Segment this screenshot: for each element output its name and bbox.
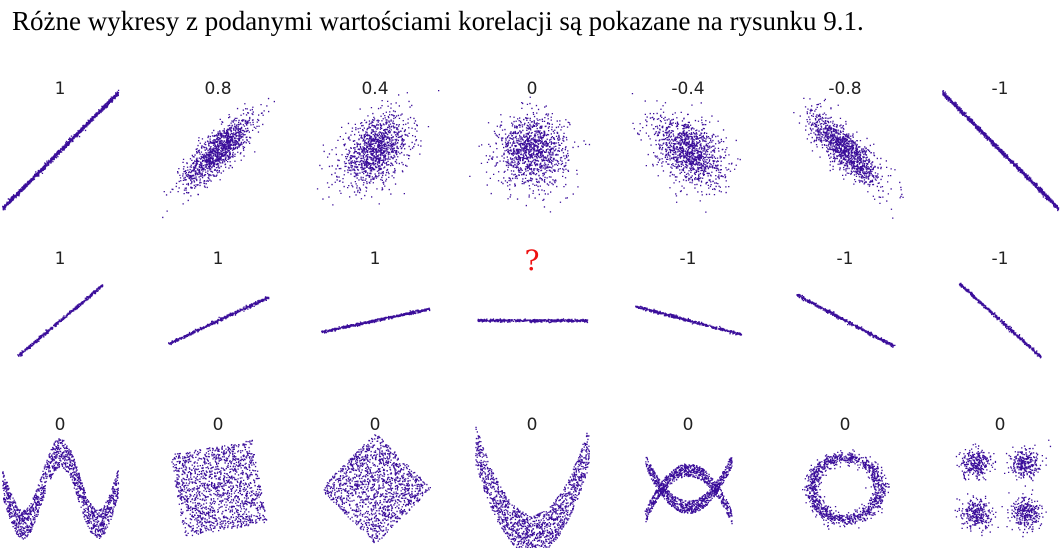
- scatter-points: [644, 456, 733, 525]
- scatter-points: [635, 305, 743, 336]
- panel-nonlinear-5: 0: [644, 415, 733, 525]
- panel-label: -0.8: [828, 79, 861, 99]
- scatter-points: [954, 439, 1052, 538]
- panel-label: 0: [527, 79, 538, 99]
- panel-label: 0: [683, 415, 694, 435]
- panel-nonlinear-4: 0: [475, 415, 590, 548]
- scatter-points: [171, 439, 268, 537]
- panel-slopes-6: -1: [796, 249, 896, 348]
- scatter-points: [469, 96, 591, 213]
- scatter-points: [475, 426, 590, 548]
- scatter-points: [323, 434, 431, 544]
- scatter-points: [2, 438, 120, 540]
- scatter-points: [162, 97, 275, 219]
- scatter-points: [168, 296, 270, 346]
- panel-label: 0: [527, 415, 538, 435]
- panel-nonlinear-1: 0: [2, 415, 120, 540]
- scatter-points: [631, 93, 741, 213]
- panel-label: -1: [992, 249, 1009, 269]
- panel-label: 1: [213, 249, 224, 269]
- panel-label: 1: [55, 249, 66, 269]
- panel-label: ?: [524, 244, 539, 277]
- panel-linear-noise-1: 1: [2, 79, 120, 211]
- panel-linear-noise-2: 0.8: [162, 79, 275, 219]
- panel-label: 0: [55, 415, 66, 435]
- panel-linear-noise-4: 0: [469, 79, 591, 213]
- panel-label: 1: [370, 249, 381, 269]
- correlation-figure: 1 0.8 0.4 0 -0.4 -0.8 -1 1 1 1? -1 -1 -1 0 0 0 0 0 0 0: [2, 79, 1060, 548]
- panel-linear-noise-5: -0.4: [631, 79, 741, 213]
- panel-nonlinear-3: 0: [323, 415, 431, 544]
- panel-nonlinear-2: 0: [171, 415, 268, 537]
- panel-slopes-4: ?: [477, 244, 589, 324]
- panel-linear-noise-3: 0.4: [316, 79, 440, 206]
- panel-label: -1: [837, 249, 854, 269]
- scatter-points: [316, 90, 440, 206]
- panel-linear-noise-6: -0.8: [793, 79, 904, 219]
- panel-slopes-7: -1: [958, 249, 1042, 359]
- panel-slopes-1: 1: [17, 249, 104, 357]
- scatter-points: [793, 97, 904, 219]
- panel-nonlinear-6: 0: [802, 415, 890, 530]
- panel-linear-noise-7: -1: [942, 79, 1060, 212]
- panel-label: 0: [213, 415, 224, 435]
- panel-label: 1: [55, 79, 66, 99]
- scatter-points: [321, 307, 431, 334]
- panel-label: 0: [995, 415, 1006, 435]
- panel-label: 0: [370, 415, 381, 435]
- scatter-points: [942, 90, 1060, 212]
- panel-label: -1: [992, 79, 1009, 99]
- panel-label: 0.4: [361, 79, 388, 99]
- scatter-points: [477, 318, 589, 324]
- panel-label: 0: [840, 415, 851, 435]
- scatter-points: [17, 284, 104, 357]
- panel-slopes-3: 1: [321, 249, 431, 334]
- scatter-points: [796, 293, 896, 348]
- scatter-points: [958, 282, 1042, 359]
- panel-nonlinear-7: 0: [954, 415, 1052, 538]
- panel-label: -1: [680, 249, 697, 269]
- caption: Różne wykresy z podanymi wartościami kor…: [12, 6, 864, 36]
- scatter-points: [802, 449, 890, 530]
- scatter-points: [2, 89, 120, 211]
- panel-label: -0.4: [671, 79, 704, 99]
- panel-slopes-5: -1: [635, 249, 743, 336]
- panel-label: 0.8: [204, 79, 231, 99]
- panel-slopes-2: 1: [168, 249, 270, 346]
